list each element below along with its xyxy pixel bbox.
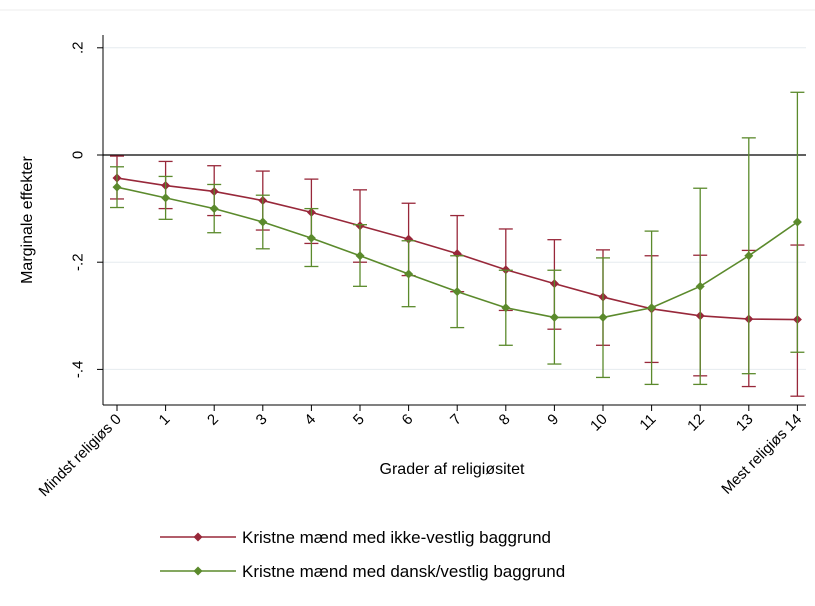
y-axis-title: Marginale effekter — [19, 155, 36, 283]
data-point — [695, 281, 705, 291]
data-point — [404, 269, 414, 279]
data-point — [258, 217, 268, 227]
data-point — [647, 303, 657, 313]
x-axis-title: Grader af religiøsitet — [380, 461, 525, 478]
data-point — [792, 217, 802, 227]
y-tick-label: 0 — [69, 151, 86, 159]
x-tick-label: 6 — [399, 411, 417, 429]
x-tick-label: 9 — [544, 411, 562, 429]
legend-item-2: Kristne mænd med dansk/vestlig baggrund — [160, 562, 565, 581]
x-tick-label: 1 — [156, 411, 174, 429]
x-tick-label: 8 — [496, 411, 514, 429]
x-tick-label: 4 — [301, 411, 319, 429]
data-point — [161, 193, 171, 203]
x-tick-label: 2 — [204, 411, 222, 429]
data-point — [209, 204, 219, 214]
series-2 — [110, 91, 805, 386]
data-point — [306, 233, 316, 243]
data-point — [355, 251, 365, 261]
y-tick-label: -.2 — [69, 253, 86, 271]
grid — [103, 47, 806, 370]
legend-label: Kristne mænd med ikke-vestlig baggrund — [242, 528, 551, 547]
x-tick-label: 11 — [636, 411, 659, 434]
legend-item-1: Kristne mænd med ikke-vestlig baggrund — [160, 528, 551, 547]
y-tick-label: -.4 — [69, 361, 86, 379]
data-point — [549, 312, 559, 322]
x-tick-label: Mest religiøs 14 — [718, 411, 805, 498]
x-tick-label: 10 — [587, 411, 611, 435]
x-tick-label: 5 — [350, 411, 368, 429]
x-tick-label: 13 — [733, 411, 757, 435]
data-point — [452, 287, 462, 297]
data-point — [112, 182, 122, 192]
x-tick-label: 3 — [253, 411, 271, 429]
y-tick-label: .2 — [69, 42, 86, 55]
x-tick-label: 12 — [684, 411, 708, 435]
x-tick-label: Mindst religiøs 0 — [36, 411, 125, 500]
legend: Kristne mænd med ikke-vestlig baggrund Kr… — [160, 528, 565, 581]
series-group — [110, 91, 805, 397]
legend-marker — [193, 566, 203, 576]
legend-label: Kristne mænd med dansk/vestlig baggrund — [242, 562, 565, 581]
legend-marker — [193, 532, 203, 542]
x-tick-label: 7 — [447, 411, 465, 429]
data-point — [744, 251, 754, 261]
data-point — [598, 312, 608, 322]
data-point — [501, 303, 511, 313]
